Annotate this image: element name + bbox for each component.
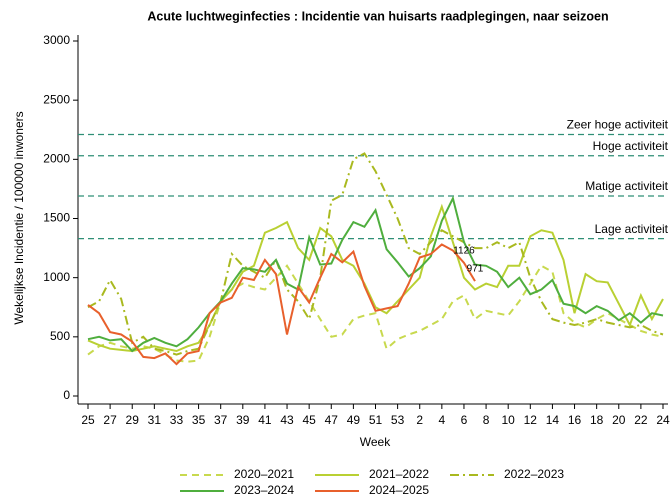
x-tick-label: 22 xyxy=(634,413,648,427)
y-tick-label: 3000 xyxy=(43,33,70,47)
x-tick-label: 31 xyxy=(148,413,162,427)
x-tick-label: 24 xyxy=(656,413,670,427)
chart-title: Acute luchtweginfecties : Incidentie van… xyxy=(147,9,608,23)
data-label: 971 xyxy=(467,264,484,275)
x-tick-label: 27 xyxy=(103,413,117,427)
x-tick-label: 6 xyxy=(461,413,468,427)
x-tick-label: 53 xyxy=(391,413,405,427)
legend-label: 2021–2022 xyxy=(369,467,429,481)
data-label: 1126 xyxy=(453,245,475,256)
x-axis-label: Week xyxy=(360,435,391,449)
x-tick-label: 35 xyxy=(192,413,206,427)
series-line xyxy=(87,203,664,353)
y-axis-label: Wekelijkse Incidentie / 100000 inwoners xyxy=(12,111,26,324)
x-tick-label: 29 xyxy=(126,413,140,427)
x-tick-label: 51 xyxy=(369,413,383,427)
x-tick-label: 49 xyxy=(347,413,361,427)
legend-label: 2024–2025 xyxy=(369,483,429,497)
y-tick-label: 2000 xyxy=(43,152,70,166)
reference-label: Lage activiteit xyxy=(595,222,669,236)
y-tick-label: 2500 xyxy=(43,92,70,106)
x-tick-label: 39 xyxy=(236,413,250,427)
series-line xyxy=(87,243,476,366)
legend-label: 2020–2021 xyxy=(234,467,294,481)
x-tick-label: 41 xyxy=(258,413,272,427)
y-tick-label: 1000 xyxy=(43,270,70,284)
x-tick-label: 45 xyxy=(302,413,316,427)
legend-label: 2023–2024 xyxy=(234,483,294,497)
series-line xyxy=(87,195,664,353)
reference-label: Matige activiteit xyxy=(585,179,668,193)
x-tick-label: 2 xyxy=(416,413,423,427)
reference-label: Hoge activiteit xyxy=(593,139,669,153)
x-tick-label: 12 xyxy=(524,413,538,427)
series-line xyxy=(87,152,664,356)
reference-label: Zeer hoge activiteit xyxy=(567,118,669,132)
x-tick-label: 47 xyxy=(325,413,339,427)
y-tick-label: 500 xyxy=(50,329,70,343)
legend-label: 2022–2023 xyxy=(504,467,564,481)
series-line xyxy=(87,264,664,363)
x-tick-label: 25 xyxy=(81,413,95,427)
y-tick-label: 1500 xyxy=(43,211,70,225)
x-tick-label: 14 xyxy=(546,413,560,427)
x-tick-label: 37 xyxy=(214,413,228,427)
x-tick-label: 33 xyxy=(170,413,184,427)
x-tick-label: 43 xyxy=(280,413,294,427)
y-tick-label: 0 xyxy=(63,388,70,402)
x-tick-label: 4 xyxy=(439,413,446,427)
x-tick-label: 8 xyxy=(483,413,490,427)
x-tick-label: 18 xyxy=(590,413,604,427)
x-tick-label: 10 xyxy=(502,413,516,427)
x-tick-label: 16 xyxy=(568,413,582,427)
x-tick-label: 20 xyxy=(612,413,626,427)
